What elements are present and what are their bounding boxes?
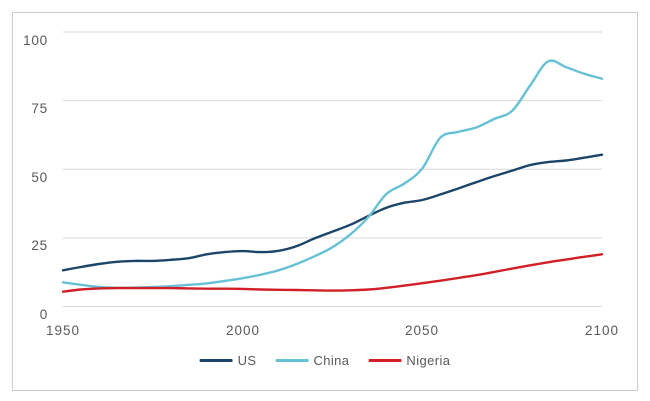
y-axis-tick-label: 25 (31, 238, 48, 253)
legend: US China Nigeria (199, 353, 451, 368)
series-line-china (61, 59, 604, 290)
legend-swatch-china (275, 359, 309, 362)
series-line-us (61, 153, 604, 272)
x-axis-tick-label: 2100 (584, 323, 620, 338)
chart-frame (12, 12, 638, 391)
x-axis-tick-label: 1950 (45, 323, 81, 338)
legend-swatch-us (199, 359, 233, 362)
legend-item-nigeria: Nigeria (368, 353, 450, 368)
legend-item-us: US (199, 353, 257, 368)
legend-swatch-nigeria (368, 359, 402, 362)
y-axis-tick-label: 75 (31, 101, 48, 116)
y-axis-tick-label: 100 (23, 33, 48, 48)
legend-label-china: China (313, 353, 350, 368)
legend-label-us: US (237, 353, 257, 368)
series-line-nigeria (61, 253, 604, 293)
legend-item-china: China (275, 353, 349, 368)
y-axis-tick-label: 0 (39, 307, 48, 322)
y-axis-tick-label: 50 (31, 170, 48, 185)
x-axis-tick-label: 2050 (404, 323, 440, 338)
x-axis-tick-label: 2000 (225, 323, 261, 338)
legend-label-nigeria: Nigeria (406, 353, 451, 368)
